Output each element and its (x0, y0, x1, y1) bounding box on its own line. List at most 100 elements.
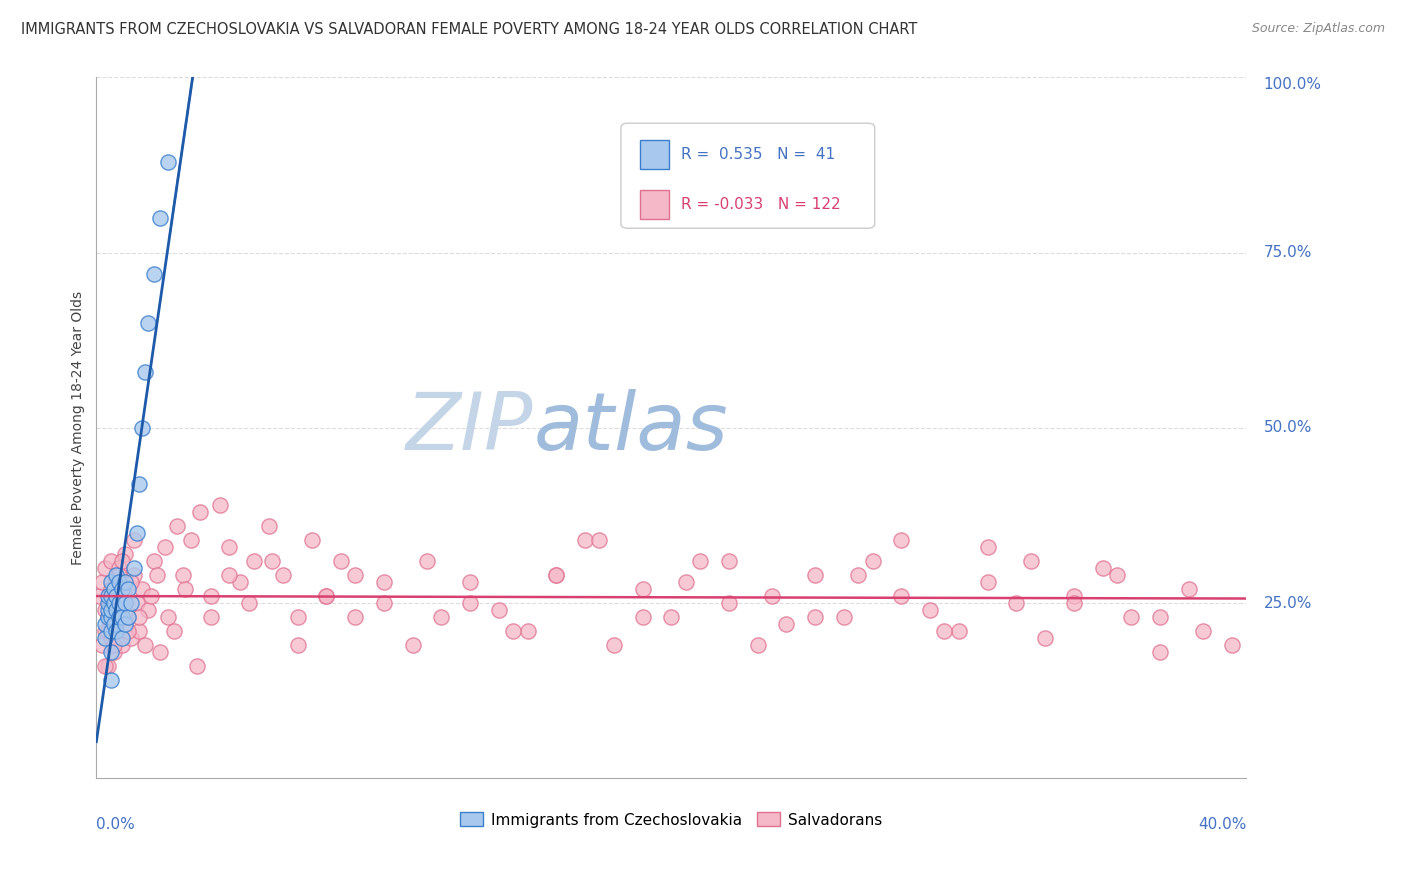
Point (747, 638, 769, 652)
Point (142, 267, 165, 281)
Point (157, 610, 180, 624)
Point (108, 603, 131, 617)
Point (128, 476, 150, 491)
Point (139, 589, 162, 603)
Point (103, 645, 125, 659)
Point (117, 610, 139, 624)
Point (105, 574, 128, 589)
Point (717, 554, 740, 568)
Point (948, 624, 970, 638)
Text: 75.0%: 75.0% (1264, 245, 1312, 260)
Point (890, 533, 912, 547)
Point (188, 505, 211, 519)
Point (114, 574, 136, 589)
Point (105, 617, 128, 632)
Y-axis label: Female Poverty Among 18-24 Year Olds: Female Poverty Among 18-24 Year Olds (72, 291, 86, 565)
Point (111, 638, 134, 652)
Text: 50.0%: 50.0% (1264, 420, 1312, 435)
Text: atlas: atlas (533, 389, 728, 467)
Point (416, 554, 439, 568)
Point (1149, 610, 1171, 624)
Point (458, 596, 481, 610)
Point (117, 610, 139, 624)
Legend: Immigrants from Czechoslovakia, Salvadorans: Immigrants from Czechoslovakia, Salvador… (454, 806, 889, 834)
Point (218, 568, 240, 582)
Point (166, 519, 188, 533)
Point (128, 624, 150, 638)
Text: 100.0%: 100.0% (1264, 78, 1322, 93)
Point (105, 589, 128, 603)
Point (89, 589, 111, 603)
Point (149, 645, 172, 659)
Point (163, 624, 186, 638)
Point (145, 568, 167, 582)
Point (111, 582, 134, 596)
Point (588, 533, 610, 547)
Point (103, 596, 125, 610)
Point (105, 603, 128, 617)
Point (131, 582, 153, 596)
Point (122, 568, 145, 582)
Point (976, 574, 998, 589)
Point (373, 574, 395, 589)
Text: ZIP: ZIP (406, 389, 533, 467)
Point (208, 498, 231, 512)
Point (934, 624, 956, 638)
Point (103, 638, 125, 652)
Point (174, 582, 197, 596)
Point (103, 617, 125, 632)
Point (804, 568, 827, 582)
Point (105, 568, 128, 582)
Point (155, 540, 177, 554)
Point (128, 610, 150, 624)
Point (315, 589, 337, 603)
Point (120, 596, 142, 610)
Point (125, 596, 148, 610)
Point (186, 659, 208, 673)
Point (122, 533, 145, 547)
Point (103, 596, 125, 610)
Point (97, 603, 120, 617)
Point (122, 561, 145, 575)
Point (111, 631, 134, 645)
Point (125, 525, 148, 540)
Point (114, 596, 136, 610)
Point (862, 554, 884, 568)
Point (117, 582, 139, 596)
Point (287, 610, 309, 624)
Point (659, 610, 682, 624)
Point (631, 610, 654, 624)
Point (114, 547, 136, 561)
Point (114, 596, 136, 610)
Point (200, 589, 222, 603)
Point (108, 596, 131, 610)
Point (257, 519, 280, 533)
Point (1149, 645, 1171, 659)
Point (401, 638, 423, 652)
Point (100, 603, 122, 617)
Point (1220, 638, 1243, 652)
Point (1033, 631, 1056, 645)
Point (97, 589, 120, 603)
Point (890, 589, 912, 603)
Point (100, 610, 122, 624)
Point (229, 574, 252, 589)
Point (134, 638, 156, 652)
Point (120, 574, 142, 589)
Point (114, 617, 136, 632)
Point (108, 610, 131, 624)
Point (502, 624, 524, 638)
Point (142, 554, 165, 568)
Text: 25.0%: 25.0% (1264, 596, 1312, 610)
Point (287, 638, 309, 652)
Point (832, 610, 855, 624)
Point (218, 540, 240, 554)
Point (1005, 596, 1028, 610)
Point (574, 533, 596, 547)
Point (100, 589, 122, 603)
Point (775, 617, 797, 632)
Point (94, 603, 117, 617)
Point (97, 596, 120, 610)
Point (97, 659, 120, 673)
Point (108, 568, 131, 582)
